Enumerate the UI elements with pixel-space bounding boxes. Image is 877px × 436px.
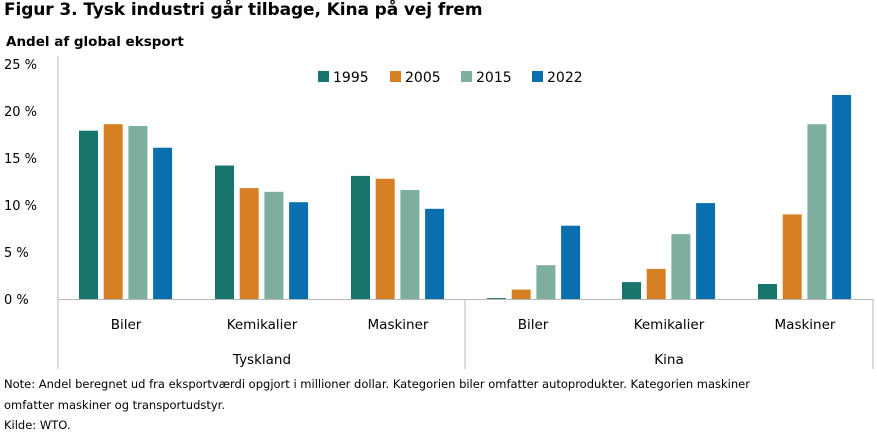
- category-label: Biler: [518, 317, 549, 333]
- y-tick-label: 25 %: [4, 58, 37, 73]
- bar: [536, 265, 556, 299]
- legend-swatch: [318, 71, 329, 82]
- bar: [128, 126, 148, 299]
- bar: [832, 95, 852, 299]
- bar: [264, 191, 284, 299]
- bar: [153, 147, 173, 299]
- bar: [696, 203, 716, 299]
- group-label: Tyskland: [232, 352, 291, 368]
- legend-swatch: [390, 71, 401, 82]
- y-tick-label: 0 %: [4, 293, 29, 308]
- bar: [425, 208, 445, 299]
- y-tick-label: 15 %: [4, 152, 37, 167]
- note-line-2: omfatter maskiner og transportudstyr.: [4, 398, 226, 412]
- note-line-1: Note: Andel beregnet ud fra eksportværdi…: [4, 377, 750, 391]
- bar: [561, 225, 581, 299]
- legend: 1995 2005 2015 2022: [318, 70, 583, 86]
- bar: [671, 234, 691, 299]
- bar: [646, 268, 666, 299]
- y-tick-label: 10 %: [4, 199, 37, 214]
- legend-label: 1995: [333, 70, 369, 86]
- bar: [807, 124, 827, 299]
- legend-swatch: [532, 71, 543, 82]
- chart-title: Figur 3. Tysk industri går tilbage, Kina…: [4, 0, 483, 20]
- bar: [622, 282, 641, 299]
- bar: [400, 190, 420, 299]
- bar-chart: 0 % 5 % 10 % 15 % 20 % 25 % Biler Kemikalier Ma…: [4, 56, 874, 369]
- bars: [79, 95, 852, 299]
- y-axis-title: Andel af global eksport: [6, 34, 184, 50]
- legend-label: 2015: [476, 70, 512, 86]
- bar: [215, 165, 234, 299]
- category-label: Kemikalier: [227, 317, 298, 333]
- category-label: Kemikalier: [634, 317, 705, 333]
- group-label: Kina: [654, 352, 683, 368]
- bar: [289, 202, 309, 299]
- bar: [351, 175, 370, 299]
- legend-label: 2022: [547, 70, 583, 86]
- y-tick-label: 5 %: [4, 246, 29, 261]
- category-label: Maskiner: [368, 317, 429, 333]
- category-label: Biler: [111, 317, 142, 333]
- bar: [782, 214, 802, 299]
- x-axis-labels: Biler Kemikalier Maskiner Tyskland Biler Kemi…: [111, 317, 836, 368]
- y-axis-ticks: 0 % 5 % 10 % 15 % 20 % 25 %: [4, 58, 37, 308]
- y-tick-label: 20 %: [4, 105, 37, 120]
- bar: [511, 289, 531, 299]
- bar: [103, 124, 123, 299]
- bar: [375, 178, 395, 299]
- category-label: Maskiner: [775, 317, 836, 333]
- legend-swatch: [461, 71, 472, 82]
- bar: [239, 188, 259, 299]
- source-line: Kilde: WTO.: [4, 418, 71, 432]
- legend-label: 2005: [405, 70, 441, 86]
- bar: [79, 130, 98, 299]
- bar: [758, 284, 777, 299]
- bar: [487, 298, 506, 299]
- axes-frame: [57, 56, 874, 369]
